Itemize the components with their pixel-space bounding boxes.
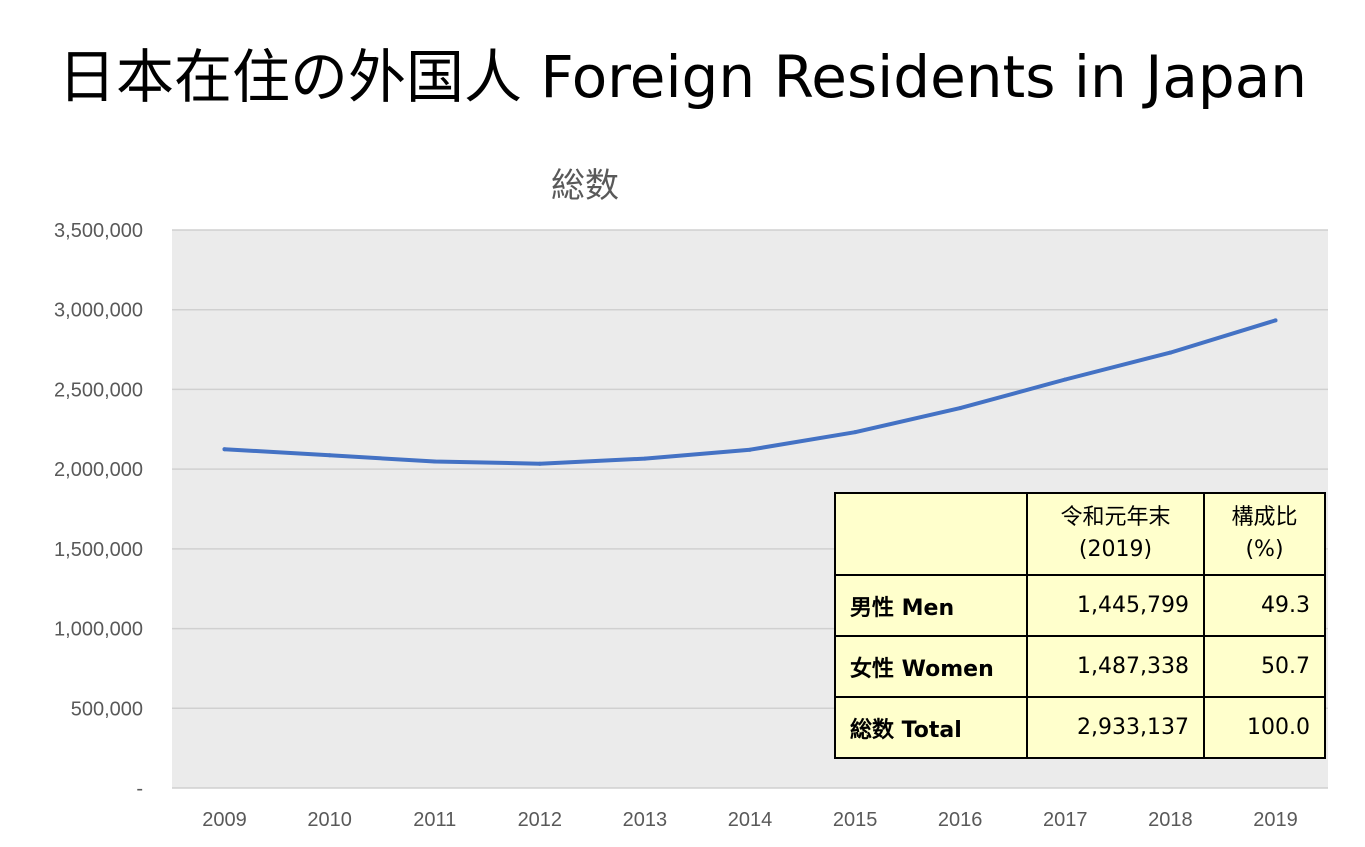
y-tick-label: 1,500,000 xyxy=(54,539,143,561)
row-pct-men: 49.3 xyxy=(1203,574,1326,637)
table-header-empty xyxy=(834,492,1028,576)
y-tick-label: 1,000,000 xyxy=(54,619,143,641)
data-point xyxy=(222,447,227,452)
row-value-total: 2,933,137 xyxy=(1026,696,1205,759)
data-point xyxy=(327,453,332,458)
summary-table: 令和元年末 (2019) 構成比 (%) 男性 Men 1,445,799 49… xyxy=(834,492,1326,759)
x-tick-label: 2010 xyxy=(307,809,352,831)
row-value-women: 1,487,338 xyxy=(1026,635,1205,698)
table-row: 総数 Total 2,933,137 100.0 xyxy=(834,696,1326,759)
x-tick-label: 2014 xyxy=(728,809,773,831)
x-axis-ticks: 2009 2010 2011 2012 2013 2014 2015 2016 2017 2018… xyxy=(202,809,1297,831)
data-point xyxy=(1273,318,1278,323)
x-tick-label: 2013 xyxy=(623,809,668,831)
table-header-ratio: 構成比 (%) xyxy=(1203,492,1326,576)
y-tick-label: 3,000,000 xyxy=(54,300,143,322)
y-axis-ticks: - 500,000 1,000,000 1,500,000 2,000,000 2,500… xyxy=(54,220,143,800)
y-tick-label: 500,000 xyxy=(71,698,143,720)
data-point xyxy=(748,447,752,452)
data-point xyxy=(537,461,542,466)
x-tick-label: 2019 xyxy=(1253,809,1298,831)
table-header-year: 令和元年末 (2019) xyxy=(1026,492,1205,576)
row-pct-women: 50.7 xyxy=(1203,635,1326,698)
x-tick-label: 2016 xyxy=(938,809,983,831)
x-tick-label: 2012 xyxy=(518,809,563,831)
x-tick-label: 2015 xyxy=(833,809,878,831)
data-point xyxy=(432,459,437,464)
row-label-men: 男性 Men xyxy=(834,574,1028,637)
data-point xyxy=(958,406,963,411)
series-layer xyxy=(222,318,1278,466)
table-header-row: 令和元年末 (2019) 構成比 (%) xyxy=(834,492,1326,576)
row-label-total: 総数 Total xyxy=(834,696,1028,759)
table-header-year-text: 令和元年末 (2019) xyxy=(1060,505,1171,562)
data-point xyxy=(1063,377,1068,382)
x-tick-label: 2017 xyxy=(1043,809,1088,831)
chart-title: 総数 xyxy=(551,166,619,206)
x-tick-label: 2011 xyxy=(413,809,456,831)
data-point xyxy=(1168,350,1173,355)
y-tick-label: 2,500,000 xyxy=(54,379,143,401)
table-header-ratio-text: 構成比 (%) xyxy=(1231,505,1298,562)
x-tick-label: 2018 xyxy=(1148,809,1193,831)
data-point xyxy=(853,430,858,435)
y-tick-label: 3,500,000 xyxy=(54,220,143,242)
page-title: 日本在住の外国人 Foreign Residents in Japan xyxy=(57,43,1308,111)
y-tick-label: 2,000,000 xyxy=(54,459,143,481)
data-point xyxy=(642,456,647,461)
x-tick-label: 2009 xyxy=(202,809,247,831)
row-value-men: 1,445,799 xyxy=(1026,574,1205,637)
table-row: 男性 Men 1,445,799 49.3 xyxy=(834,574,1326,637)
table-row: 女性 Women 1,487,338 50.7 xyxy=(834,635,1326,698)
y-tick-label: - xyxy=(136,778,143,800)
row-label-women: 女性 Women xyxy=(834,635,1028,698)
row-pct-total: 100.0 xyxy=(1203,696,1326,759)
